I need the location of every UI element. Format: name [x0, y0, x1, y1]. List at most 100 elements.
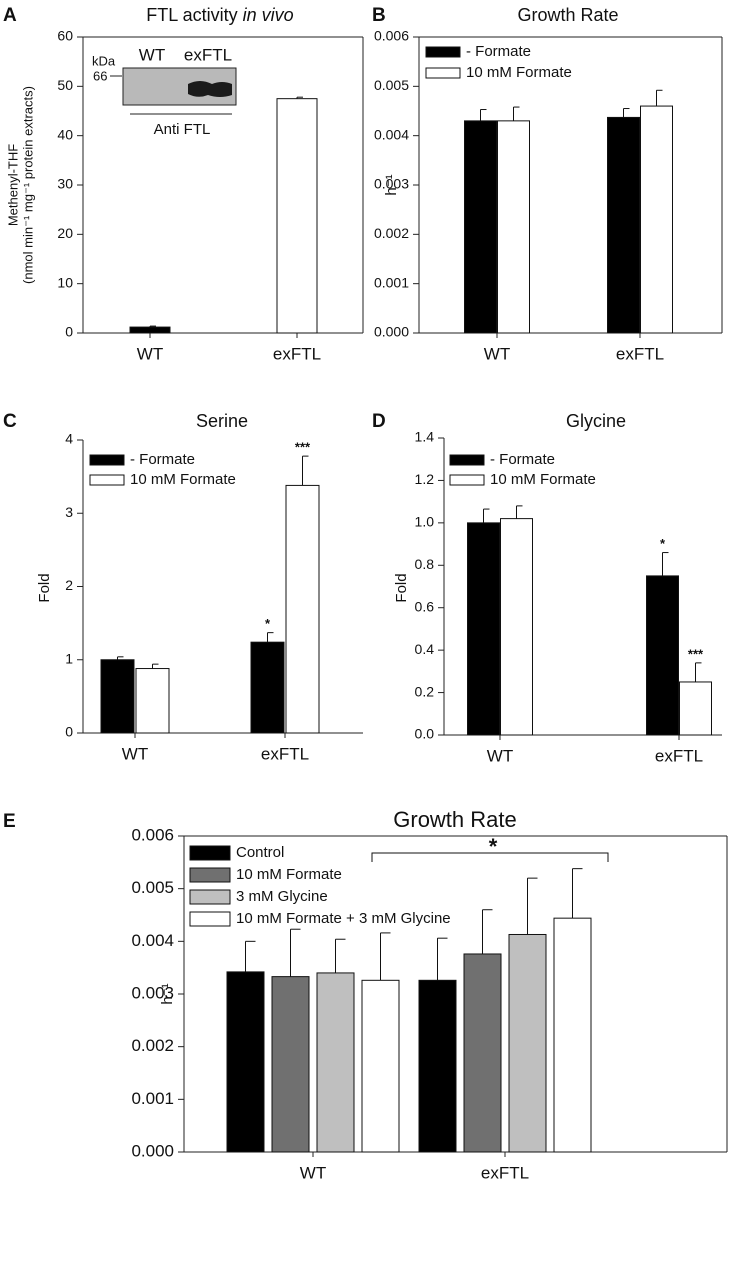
bar [463, 953, 502, 1153]
blot-lane: exFTL [184, 45, 232, 64]
y-tick-label: 20 [57, 225, 73, 241]
y-axis-label: h⁻¹ [383, 174, 400, 195]
y-tick-label: 50 [57, 77, 73, 93]
bar [607, 116, 640, 334]
y-axis-label: Fold [393, 573, 410, 602]
y-tick-label: 0.004 [131, 931, 174, 950]
significance-label: *** [295, 440, 311, 455]
y-tick-label: 0.003 [131, 983, 174, 1002]
bar [226, 971, 265, 1153]
x-tick-label: exFTL [655, 746, 703, 765]
y-tick-label: 0 [65, 724, 73, 740]
bar [553, 917, 592, 1153]
y-axis-label: h⁻¹ [159, 983, 176, 1004]
bar [500, 518, 533, 736]
y-tick-label: 40 [57, 126, 73, 142]
bar [467, 522, 500, 736]
bar [361, 979, 400, 1153]
legend-label: 10 mM Formate + 3 mM Glycine [236, 910, 451, 927]
bar [271, 976, 310, 1153]
x-tick-label: WT [487, 746, 513, 765]
blot-marker: 66 [93, 68, 107, 83]
y-tick-label: 60 [57, 28, 73, 44]
bar [250, 641, 285, 734]
x-tick-label: WT [122, 744, 148, 763]
legend-swatch [425, 46, 461, 58]
y-tick-label: 0.002 [374, 225, 409, 241]
y-tick-label: 0.6 [415, 598, 435, 614]
legend-label: 10 mM Formate [490, 471, 596, 488]
bar [129, 326, 171, 334]
y-tick-label: 1.0 [415, 514, 435, 530]
legend-swatch [89, 454, 125, 466]
y-tick-label: 1.2 [415, 471, 435, 487]
x-tick-label: WT [137, 344, 163, 363]
bar [646, 575, 679, 736]
y-tick-label: 30 [57, 176, 73, 192]
legend-label: 10 mM Formate [466, 64, 572, 81]
bar [418, 979, 457, 1153]
y-tick-label: 0.8 [415, 556, 435, 572]
y-tick-label: 0.006 [131, 825, 174, 844]
y-tick-label: 0.0 [415, 726, 435, 742]
significance-label: * [489, 834, 498, 859]
panel-label: C [3, 411, 17, 432]
y-tick-label: 0.006 [374, 28, 409, 44]
y-tick-label: 0.4 [415, 641, 435, 657]
chart-title: Serine [196, 411, 248, 431]
y-tick-label: 0.004 [374, 126, 409, 142]
bar [679, 681, 712, 736]
legend-label: 10 mM Formate [236, 866, 342, 883]
y-tick-label: 0.000 [374, 324, 409, 340]
y-axis-label: Fold [36, 573, 53, 602]
bar [135, 668, 170, 734]
blot-antibody: Anti FTL [154, 121, 211, 138]
x-tick-label: exFTL [273, 344, 321, 363]
y-axis-label: Methenyl-THF [5, 144, 20, 226]
y-tick-label: 0.2 [415, 683, 435, 699]
y-tick-label: 0.005 [131, 878, 174, 897]
legend-swatch [189, 867, 231, 883]
blot-unit: kDa [92, 53, 116, 68]
y-tick-label: 0.001 [131, 1089, 174, 1108]
title-text: FTL activity [146, 5, 237, 25]
chart-title: FTL activity in vivo [146, 5, 293, 25]
bar [276, 98, 318, 334]
title-italic: in vivo [243, 5, 294, 25]
legend-label: 3 mM Glycine [236, 888, 328, 905]
x-tick-label: exFTL [261, 744, 309, 763]
legend-label: - Formate [130, 451, 195, 468]
blot-inset: kDa 66 WT exFTL Anti FTL [92, 45, 237, 138]
panel-label: B [372, 5, 386, 26]
y-tick-label: 0.005 [374, 77, 409, 93]
x-tick-label: WT [300, 1163, 326, 1182]
panel-label: E [3, 811, 16, 832]
y-tick-label: 0.002 [131, 1036, 174, 1055]
y-axis-label: (nmol min⁻¹ mg⁻¹ protein extracts) [20, 86, 35, 284]
x-tick-label: exFTL [616, 344, 664, 363]
legend-swatch [425, 67, 461, 79]
bar [508, 933, 547, 1153]
legend-swatch [189, 911, 231, 927]
blot-lane: WT [139, 45, 165, 64]
significance-label: * [660, 536, 666, 551]
bar [316, 972, 355, 1153]
legend-swatch [89, 474, 125, 486]
legend-swatch [449, 474, 485, 486]
panel-label: A [3, 5, 17, 26]
blot-band [188, 81, 232, 97]
legend-swatch [189, 889, 231, 905]
y-tick-label: 0.003 [374, 176, 409, 192]
bar [464, 120, 497, 334]
bar [640, 105, 673, 334]
bar [285, 484, 320, 734]
bar [497, 120, 530, 334]
y-tick-label: 1 [65, 650, 73, 666]
y-tick-label: 4 [65, 431, 73, 447]
y-tick-label: 10 [57, 274, 73, 290]
x-tick-label: WT [484, 344, 510, 363]
y-tick-label: 0.000 [131, 1141, 174, 1160]
legend-label: Control [236, 844, 284, 861]
legend-label: 10 mM Formate [130, 471, 236, 488]
